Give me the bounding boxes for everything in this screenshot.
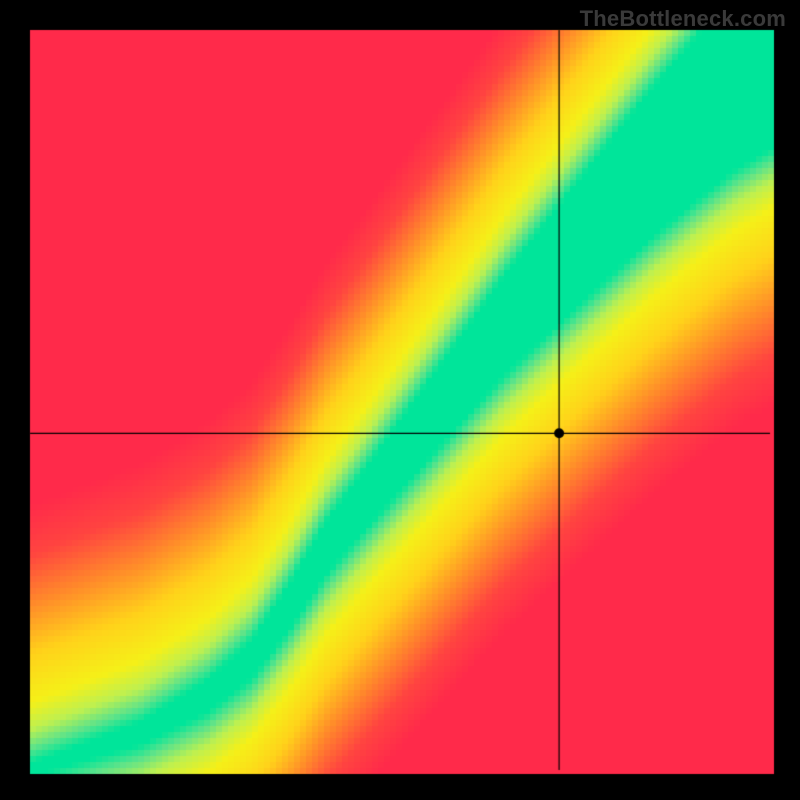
- watermark-text: TheBottleneck.com: [580, 6, 786, 32]
- chart-container: TheBottleneck.com: [0, 0, 800, 800]
- crosshair-overlay: [0, 0, 800, 800]
